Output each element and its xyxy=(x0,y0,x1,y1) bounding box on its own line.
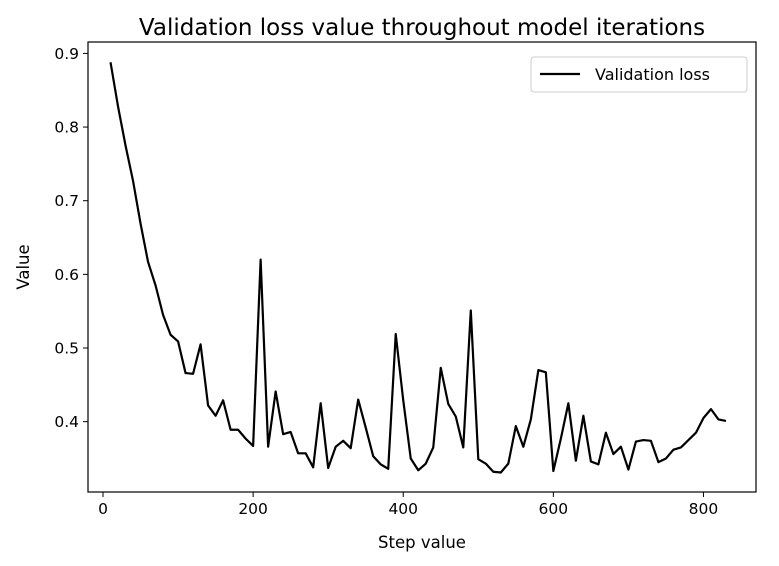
x-axis-label: Step value xyxy=(378,533,466,552)
y-tick-label: 0.8 xyxy=(54,119,79,137)
legend-box xyxy=(530,56,748,93)
plot-frame xyxy=(87,41,757,493)
series-line-0 xyxy=(109,62,727,474)
y-tick-label: 0.7 xyxy=(54,192,79,210)
legend: Validation loss xyxy=(530,56,748,93)
y-axis-label: Value xyxy=(14,244,33,289)
legend-label: Validation loss xyxy=(595,65,710,84)
y-tick-label: 0.9 xyxy=(54,45,79,63)
x-tick-label: 600 xyxy=(539,500,569,518)
chart-title: Validation loss value throughout model i… xyxy=(139,15,705,41)
x-tick-label: 0 xyxy=(98,500,108,518)
x-tick-label: 800 xyxy=(689,500,719,518)
x-tick-label: 200 xyxy=(238,500,268,518)
y-tick-label: 0.4 xyxy=(54,413,79,431)
y-tick-label: 0.5 xyxy=(54,340,79,358)
x-tick-label: 400 xyxy=(388,500,418,518)
y-tick-label: 0.6 xyxy=(54,266,79,284)
